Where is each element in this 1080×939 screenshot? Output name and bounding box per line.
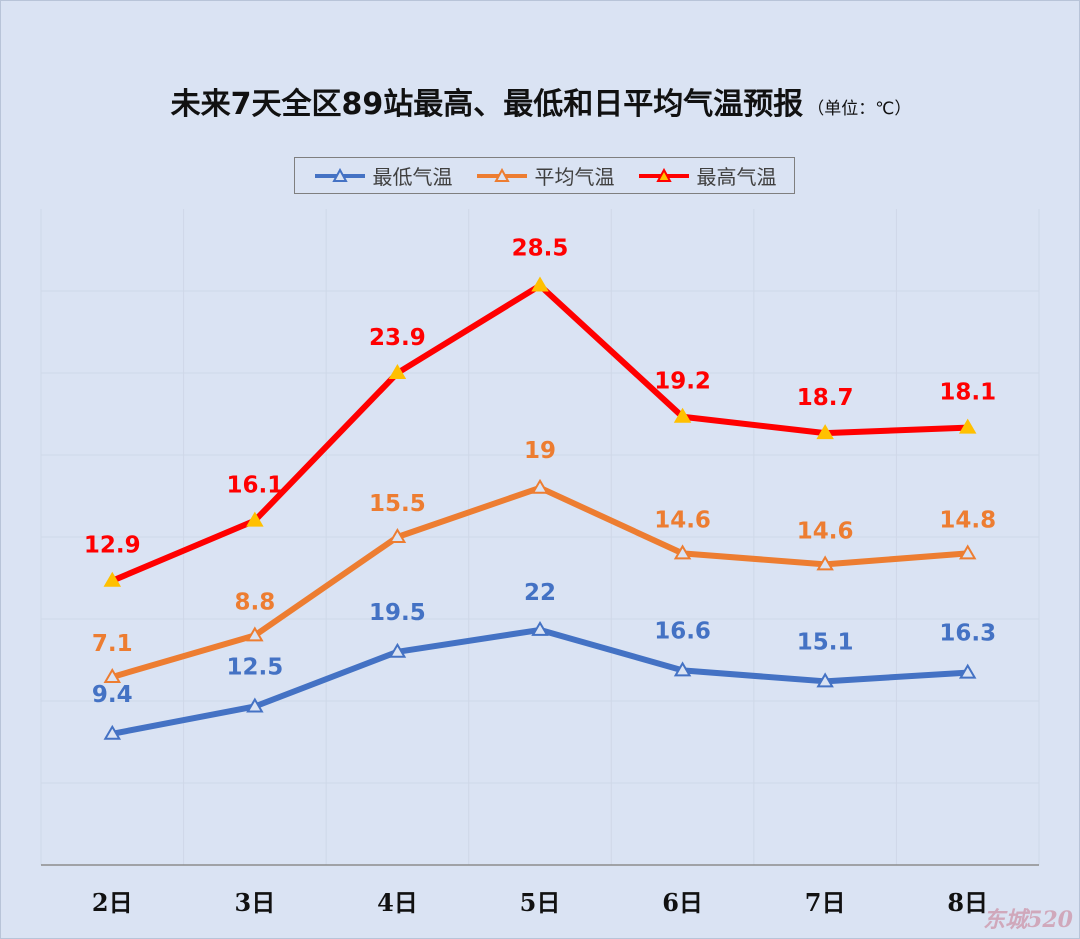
- legend-label-min: 最低气温: [372, 165, 453, 189]
- data-point-marker: [531, 620, 549, 636]
- watermark-logo: 东城520: [983, 907, 1073, 933]
- data-label: 8.8: [234, 589, 275, 615]
- legend-item-max: 最高气温: [637, 161, 777, 190]
- data-point-marker: [531, 276, 549, 292]
- data-point-marker: [816, 424, 834, 440]
- data-label: 18.1: [939, 380, 996, 406]
- data-label: 15.5: [369, 491, 426, 517]
- legend-swatch-min: [314, 167, 365, 182]
- data-label: 19.5: [369, 600, 426, 626]
- data-label: 18.7: [797, 385, 854, 411]
- data-point-marker: [103, 667, 122, 683]
- data-label: 12.5: [226, 654, 283, 680]
- data-point-marker: [958, 544, 977, 560]
- legend-item-avg: 平均气温: [475, 161, 615, 190]
- data-label: 16.3: [939, 621, 996, 647]
- x-tick-label: 2日: [92, 888, 133, 917]
- data-point-marker: [531, 478, 549, 494]
- series-0: 9.4 12.5 19.5 22 16.6 15.1 16.3: [92, 580, 996, 740]
- legend-label-max: 最高气温: [696, 165, 777, 189]
- data-label: 28.5: [512, 236, 569, 262]
- data-point-marker: [388, 528, 407, 543]
- data-label: 22: [524, 580, 556, 606]
- x-tick-label: 5日: [520, 888, 561, 917]
- x-tick-label: 3日: [235, 888, 276, 917]
- legend-swatch-avg: [476, 167, 527, 182]
- chart-title: 未来7天全区89站最高、最低和日平均气温预报 （单位：℃）: [1, 79, 1080, 123]
- data-point-marker: [816, 672, 834, 688]
- data-point-marker: [103, 571, 122, 587]
- data-label: 14.6: [797, 518, 854, 544]
- chart-title-text: 未来7天全区89站最高、最低和日平均气温预报: [170, 87, 804, 122]
- x-tick-label: 4日: [377, 888, 418, 917]
- data-point-marker: [816, 555, 834, 571]
- data-label: 19: [524, 438, 556, 464]
- x-tick-label: 6日: [662, 888, 703, 917]
- data-point-marker: [388, 642, 407, 658]
- data-point-marker: [388, 364, 407, 379]
- series-2: 12.9 16.1 23.9 28.5 19.2 18.7 18.1: [84, 236, 996, 587]
- data-point-marker: [246, 697, 264, 713]
- data-label: 23.9: [369, 325, 426, 351]
- legend: 最低气温 平均气温 最高气温: [294, 157, 795, 194]
- x-tick-label: 8日: [947, 888, 988, 917]
- x-tick-label: 7日: [805, 888, 846, 917]
- chart-unit-note: （单位：℃）: [807, 99, 912, 119]
- data-label: 15.1: [797, 629, 854, 655]
- data-label: 14.6: [654, 507, 711, 533]
- data-point-marker: [246, 511, 264, 527]
- data-label: 19.2: [654, 369, 711, 395]
- data-point-marker: [673, 407, 692, 423]
- legend-label-avg: 平均气温: [534, 165, 615, 189]
- data-point-marker: [103, 724, 122, 740]
- data-label: 9.4: [92, 682, 133, 708]
- gridlines: [40, 209, 1040, 866]
- data-point-marker: [246, 626, 264, 642]
- data-point-marker: [673, 544, 692, 560]
- data-point-marker: [958, 663, 977, 679]
- data-label: 16.1: [226, 473, 283, 499]
- data-label: 14.8: [939, 507, 996, 533]
- data-point-marker: [673, 661, 692, 677]
- legend-swatch-max: [638, 167, 689, 182]
- data-point-marker: [958, 418, 977, 434]
- data-label: 7.1: [92, 631, 133, 657]
- series-1: 7.1 8.8 15.5 19 14.6 14.6 14.8: [92, 438, 996, 683]
- data-label: 12.9: [84, 533, 141, 559]
- data-label: 16.6: [654, 618, 711, 644]
- legend-item-min: 最低气温: [313, 161, 453, 190]
